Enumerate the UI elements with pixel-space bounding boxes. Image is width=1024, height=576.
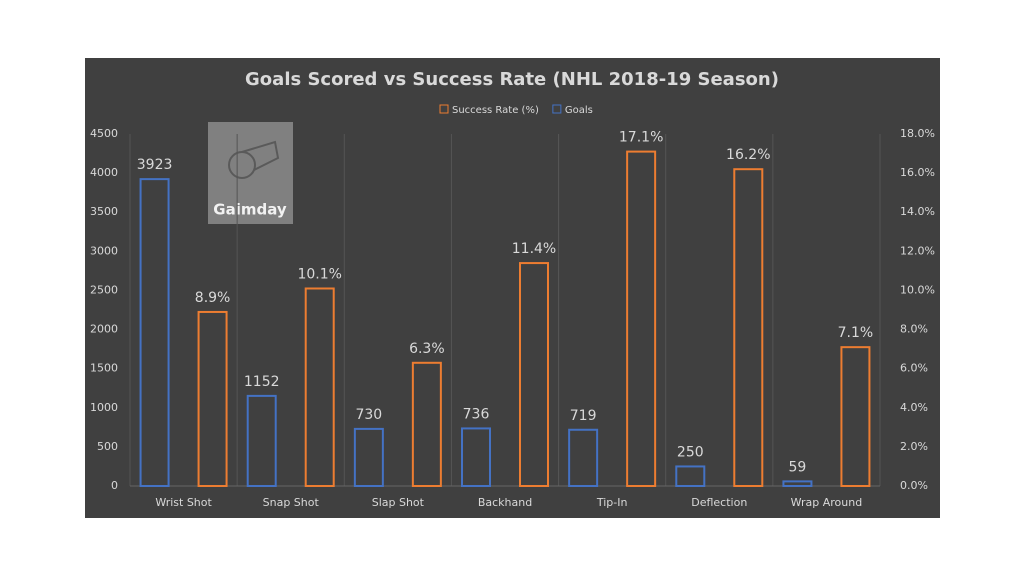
bar bbox=[139, 178, 170, 487]
bar bbox=[840, 346, 871, 487]
x-tick-label: Slap Shot bbox=[372, 496, 425, 509]
y-tick-label: 1500 bbox=[90, 362, 118, 375]
bar bbox=[626, 150, 657, 487]
y2-tick-label: 14.0% bbox=[900, 205, 935, 218]
legend-label: Goals bbox=[565, 105, 593, 116]
y2-tick-label: 0.0% bbox=[900, 479, 928, 492]
data-label: 59 bbox=[789, 459, 807, 475]
bar bbox=[197, 310, 228, 488]
bar bbox=[246, 394, 277, 487]
x-tick-label: Wrist Shot bbox=[155, 496, 212, 509]
bar bbox=[519, 262, 549, 488]
y-tick-label: 3000 bbox=[90, 244, 118, 257]
y2-tick-label: 12.0% bbox=[900, 244, 935, 257]
y-tick-label: 1000 bbox=[90, 401, 118, 414]
y2-tick-label: 2.0% bbox=[900, 440, 928, 453]
y-tick-label: 2000 bbox=[90, 323, 118, 336]
y2-tick-label: 10.0% bbox=[900, 283, 935, 296]
y-tick-label: 0 bbox=[111, 479, 118, 492]
bar bbox=[411, 361, 442, 487]
data-label: 6.3% bbox=[409, 341, 445, 357]
logo-icon bbox=[241, 140, 280, 171]
y-tick-label: 4000 bbox=[90, 166, 118, 179]
legend-label: Success Rate (%) bbox=[452, 105, 539, 116]
data-label: 8.9% bbox=[195, 290, 231, 306]
data-label: 736 bbox=[463, 406, 490, 422]
bar bbox=[353, 427, 384, 487]
data-label: 11.4% bbox=[512, 241, 556, 257]
y-tick-label: 3500 bbox=[90, 205, 118, 218]
data-label: 7.1% bbox=[838, 325, 874, 341]
y2-tick-label: 8.0% bbox=[900, 323, 928, 336]
y-tick-label: 4500 bbox=[90, 127, 118, 140]
bar bbox=[782, 480, 813, 487]
bar bbox=[675, 465, 706, 488]
data-label: 3923 bbox=[137, 157, 173, 173]
y-tick-label: 2500 bbox=[90, 283, 118, 296]
y2-tick-label: 16.0% bbox=[900, 166, 935, 179]
data-label: 719 bbox=[570, 408, 597, 424]
watermark-logo: Gaimday bbox=[208, 122, 293, 224]
chart-title: Goals Scored vs Success Rate (NHL 2018-1… bbox=[245, 69, 779, 90]
y2-tick-label: 4.0% bbox=[900, 401, 928, 414]
x-tick-label: Snap Shot bbox=[263, 496, 320, 509]
legend-swatch bbox=[552, 104, 562, 114]
watermark-text: Gaimday bbox=[213, 201, 287, 219]
data-label: 17.1% bbox=[619, 130, 663, 146]
logo-box bbox=[208, 122, 293, 224]
bar bbox=[461, 427, 491, 487]
data-label: 1152 bbox=[244, 374, 280, 390]
y2-tick-label: 6.0% bbox=[900, 362, 928, 375]
data-label: 730 bbox=[355, 407, 382, 423]
x-tick-label: Backhand bbox=[478, 496, 532, 509]
bar bbox=[733, 168, 764, 487]
y-tick-label: 500 bbox=[97, 440, 118, 453]
bar bbox=[568, 428, 599, 487]
x-tick-label: Deflection bbox=[691, 496, 747, 509]
x-tick-label: Wrap Around bbox=[791, 496, 863, 509]
data-label: 10.1% bbox=[297, 266, 341, 282]
data-label: 16.2% bbox=[726, 147, 770, 163]
y2-tick-label: 18.0% bbox=[900, 127, 935, 140]
data-label: 250 bbox=[677, 444, 704, 460]
x-tick-label: Tip-In bbox=[596, 496, 628, 509]
bar bbox=[304, 287, 335, 487]
legend-swatch bbox=[439, 104, 449, 114]
